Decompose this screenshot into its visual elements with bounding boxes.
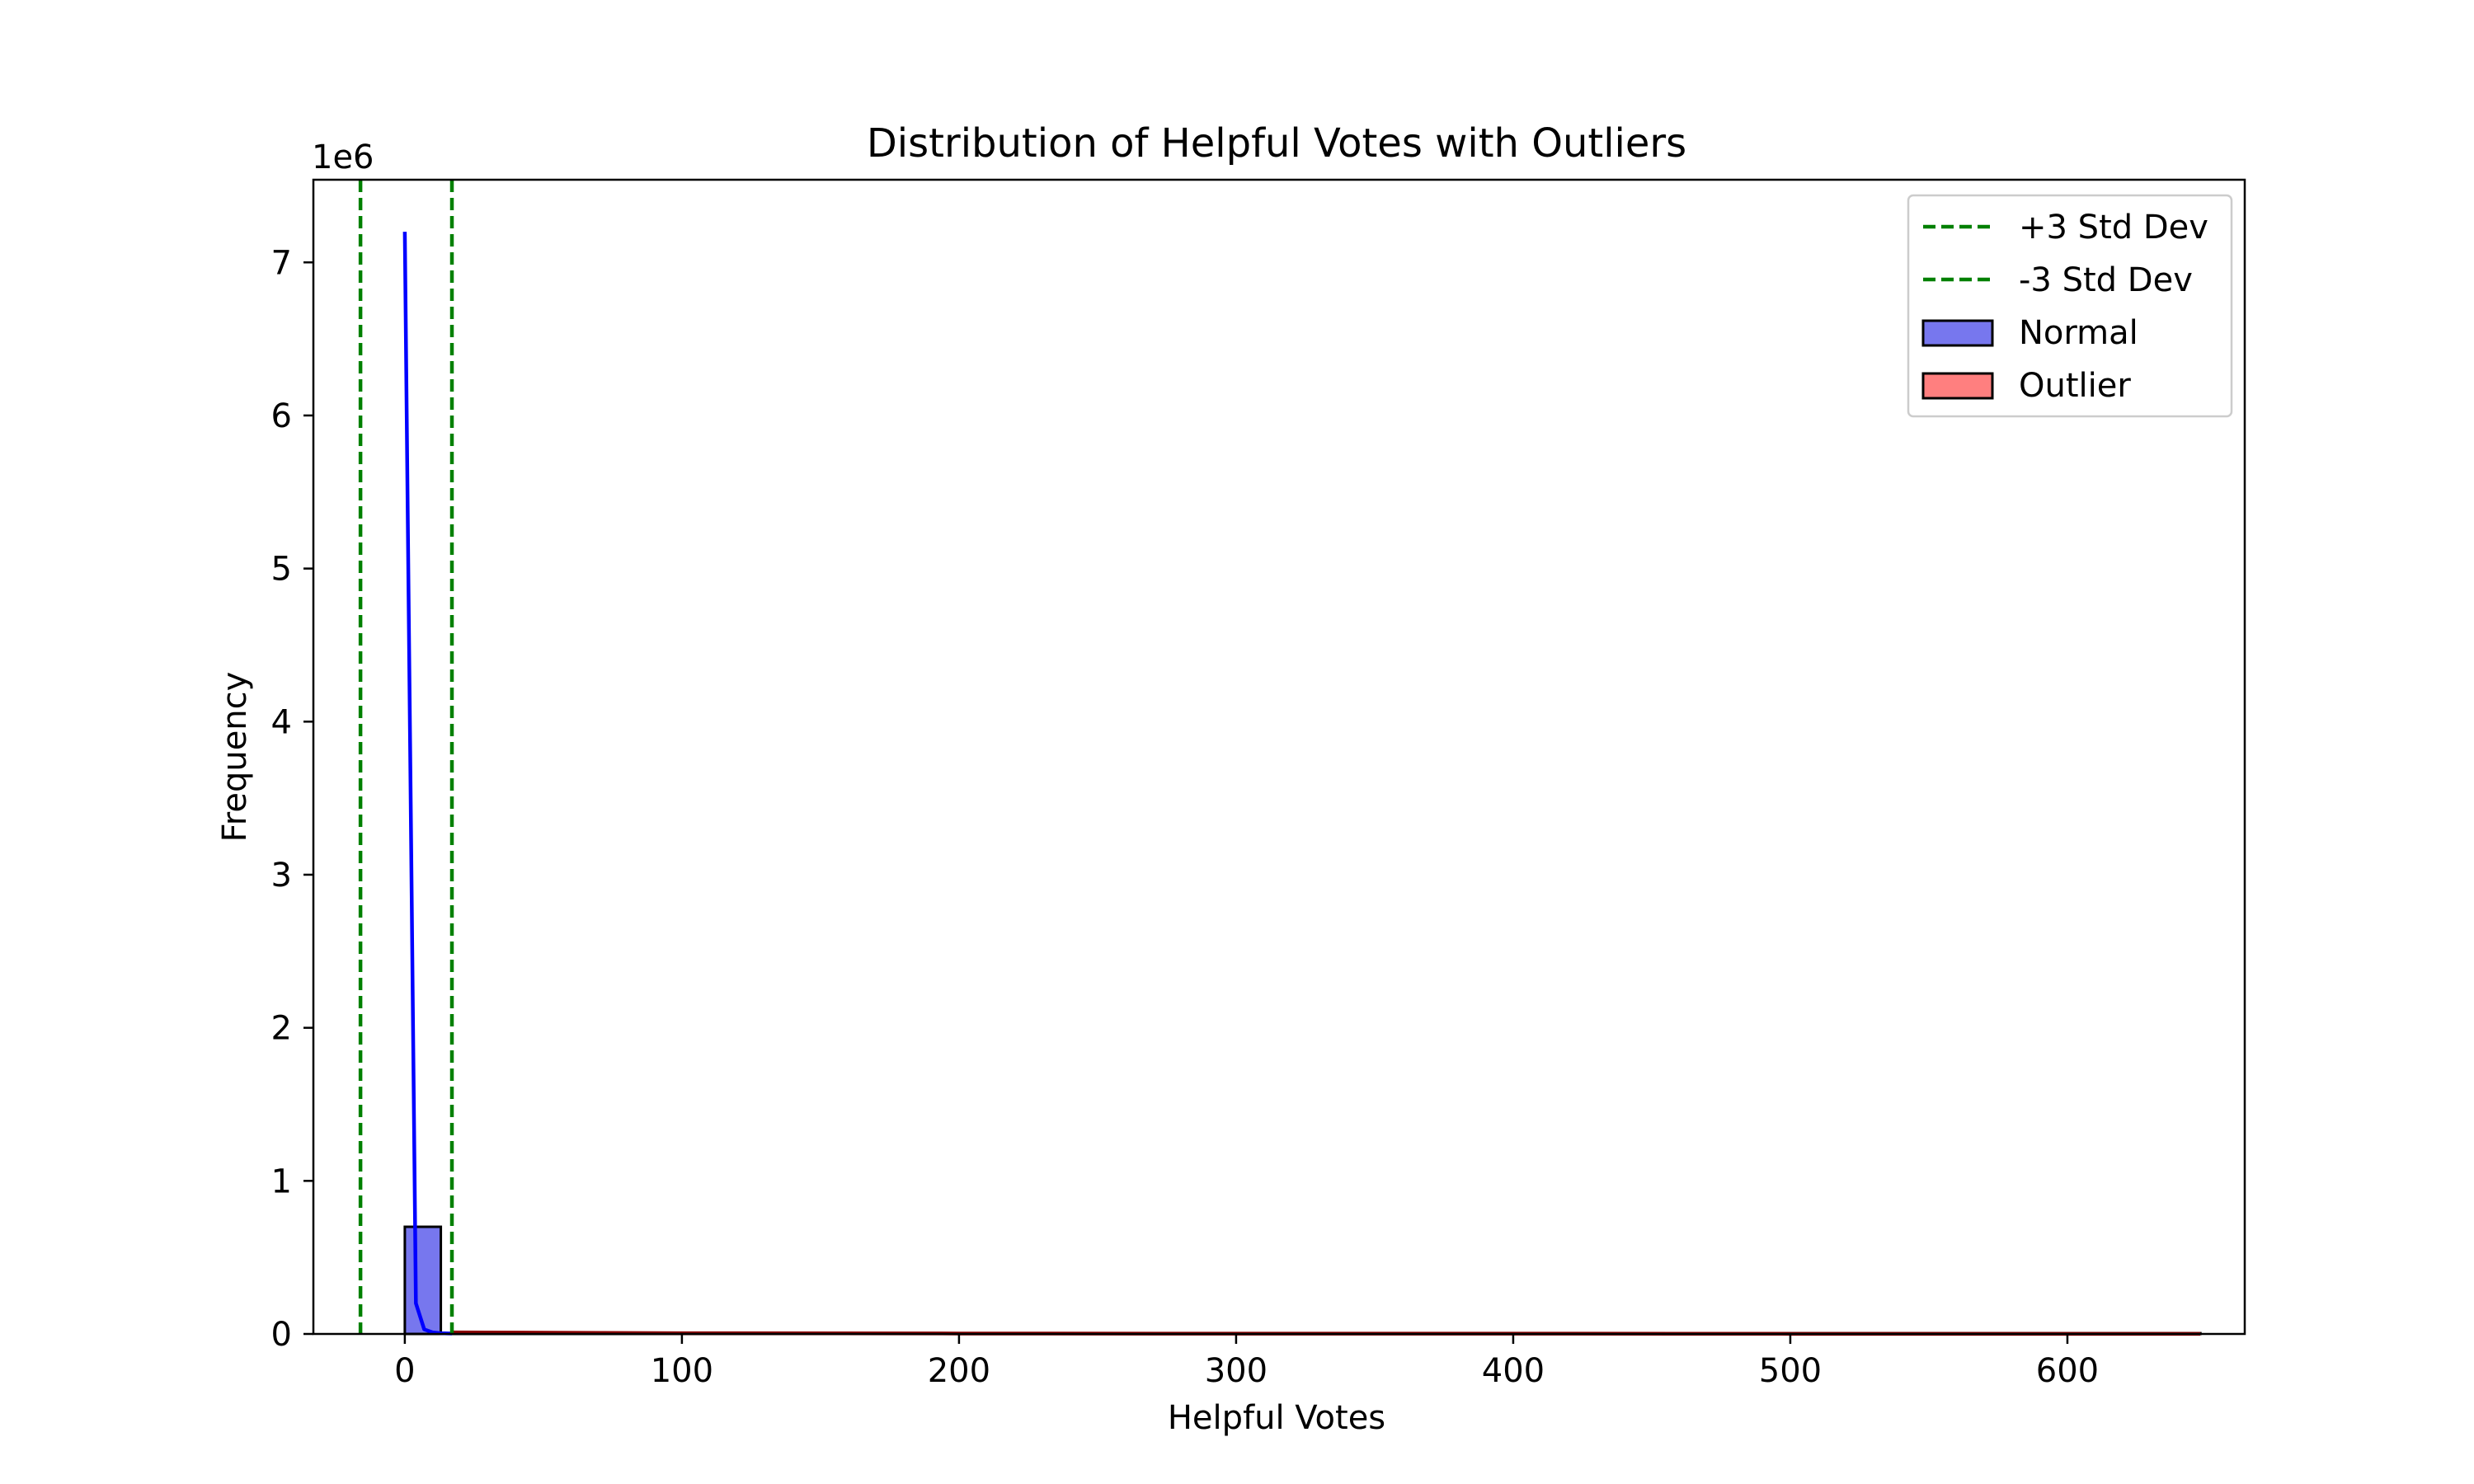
chart-title: Distribution of Helpful Votes with Outli… <box>867 120 1686 167</box>
plot-area: 0 100 200 300 400 500 600 0 1 2 3 4 5 6 7 <box>271 178 2246 1390</box>
y-tick-label-7: 7 <box>271 244 292 282</box>
legend-label-3-std-dev: +3 Std Dev <box>2019 209 2208 247</box>
y-axis-label: Frequency <box>216 672 254 843</box>
x-axis-label: Helpful Votes <box>1168 1399 1385 1437</box>
legend-frame <box>1907 194 2233 418</box>
x-tick-label-600: 600 <box>2036 1352 2099 1390</box>
legend-label-outlier: Outlier <box>2019 367 2131 405</box>
y-tick-label-2: 2 <box>271 1010 292 1048</box>
axes-frame <box>312 178 2246 1336</box>
legend-swatch-outlier <box>1921 372 1994 400</box>
x-tick-label-400: 400 <box>1482 1352 1545 1390</box>
y-tick-label-3: 3 <box>271 857 292 895</box>
y-tick-label-5: 5 <box>271 551 292 589</box>
legend-label-3-std-dev: -3 Std Dev <box>2019 261 2193 299</box>
bar-normal-0 <box>403 1225 443 1336</box>
x-tick-label-100: 100 <box>651 1352 713 1390</box>
x-tick-label-500: 500 <box>1759 1352 1822 1390</box>
x-tick-label-300: 300 <box>1205 1352 1268 1390</box>
y-tick-label-4: 4 <box>271 703 292 741</box>
y-tick-label-6: 6 <box>271 397 292 435</box>
legend-swatch-normal <box>1921 319 1994 347</box>
y-offset-text: 1e6 <box>312 139 374 176</box>
legend: +3 Std Dev -3 Std Dev Normal Outlier <box>1907 194 2233 418</box>
y-tick-label-1: 1 <box>271 1162 292 1200</box>
x-tick-label-200: 200 <box>928 1352 990 1390</box>
legend-label-normal: Normal <box>2019 314 2138 352</box>
x-tick-label-0: 0 <box>394 1352 415 1390</box>
y-tick-label-0: 0 <box>271 1316 292 1354</box>
